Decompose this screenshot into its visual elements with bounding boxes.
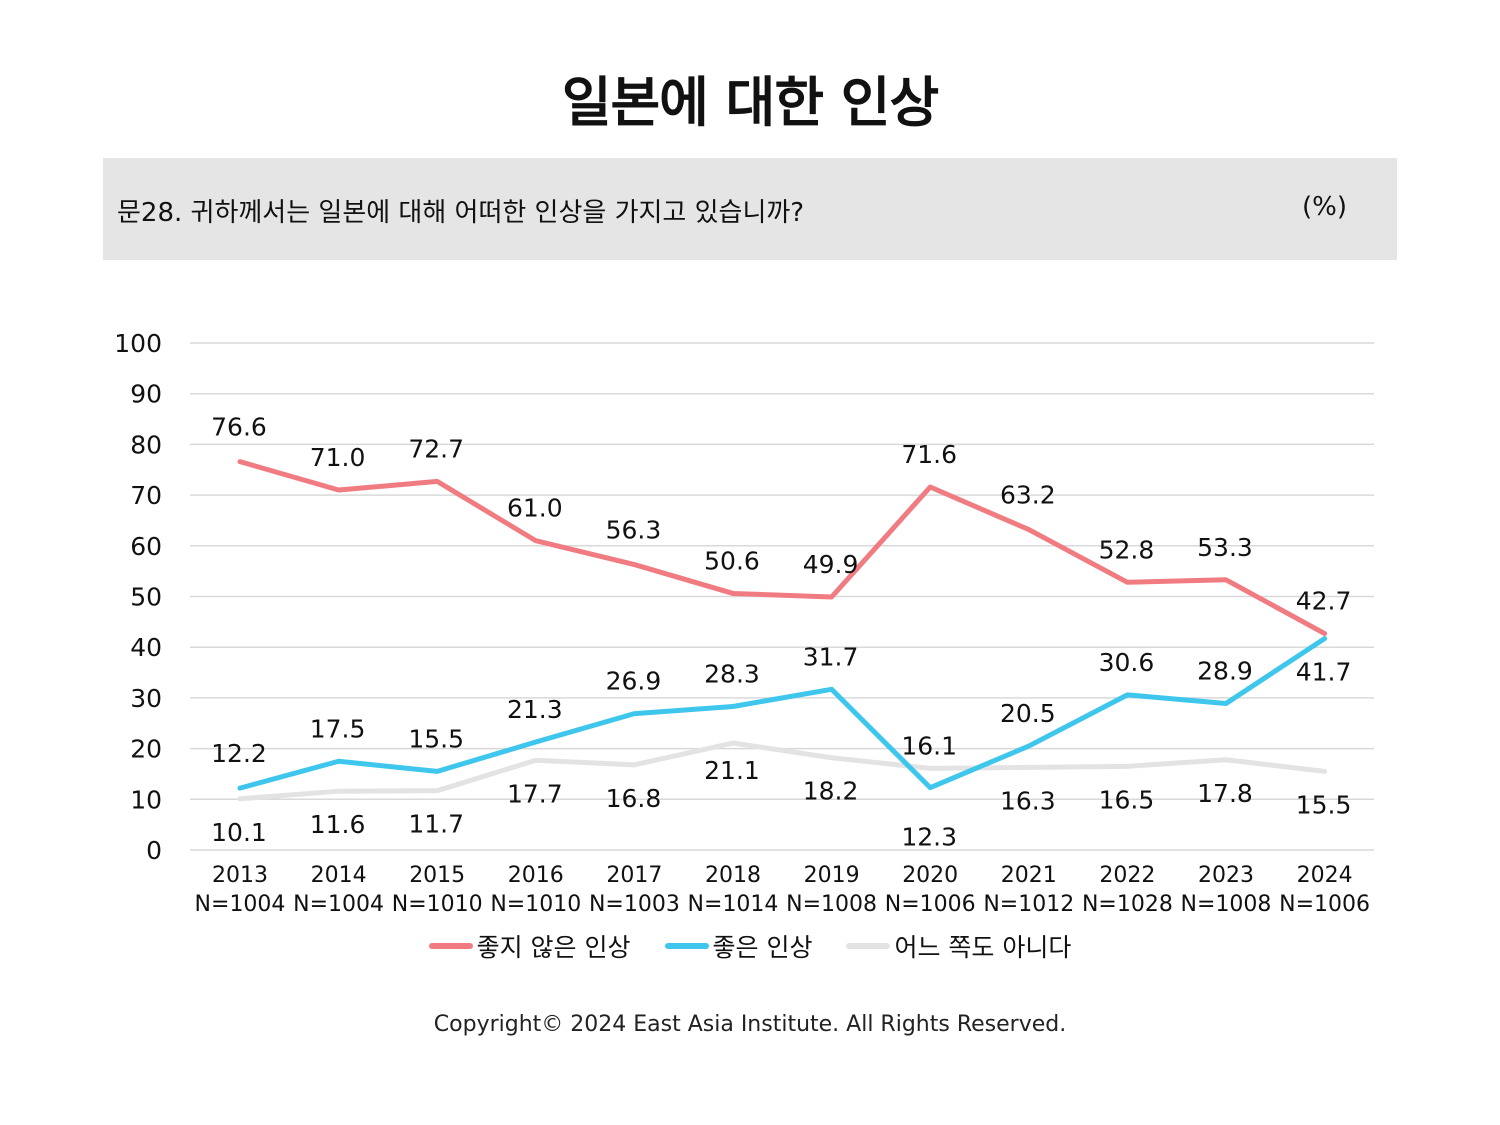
x-tick-sample-size: N=1012 <box>983 892 1074 917</box>
x-tick-sample-size: N=1014 <box>688 892 779 917</box>
unit-label: (%) <box>1302 192 1347 222</box>
data-label-positive: 12.3 <box>901 823 957 852</box>
y-tick-label: 40 <box>130 633 162 662</box>
legend-label-neutral: 어느 쪽도 아니다 <box>894 933 1072 962</box>
x-tick-sample-size: N=1006 <box>1279 892 1370 917</box>
question-box: 문28. 귀하께서는 일본에 대해 어떠한 인상을 가지고 있습니까? (%) <box>103 158 1397 260</box>
y-tick-label: 50 <box>130 583 162 612</box>
x-tick-label: 2024 <box>1297 863 1353 888</box>
y-tick-label: 60 <box>130 532 162 561</box>
data-label-positive: 31.7 <box>803 642 859 671</box>
data-label-negative: 52.8 <box>1099 535 1155 564</box>
data-label-negative: 63.2 <box>1000 481 1056 510</box>
x-tick-label: 2017 <box>606 863 662 888</box>
data-label-positive: 41.7 <box>1296 658 1352 687</box>
x-tick-label: 2019 <box>804 863 860 888</box>
x-tick-sample-size: N=1003 <box>589 892 680 917</box>
x-tick-sample-size: N=1010 <box>490 892 581 917</box>
legend-label-positive: 좋은 인상 <box>712 933 813 962</box>
legend-label-negative: 좋지 않은 인상 <box>476 933 631 962</box>
data-label-negative: 42.7 <box>1296 587 1352 616</box>
legend-swatch-neutral <box>846 943 891 949</box>
y-tick-label: 20 <box>130 735 162 764</box>
x-tick-sample-size: N=1008 <box>786 892 877 917</box>
data-label-neutral: 10.1 <box>211 818 267 847</box>
data-label-positive: 30.6 <box>1099 648 1155 677</box>
data-label-neutral: 16.3 <box>1000 786 1056 815</box>
data-label-negative: 61.0 <box>507 494 563 523</box>
data-label-negative: 50.6 <box>704 546 760 575</box>
copyright-notice: Copyright© 2024 East Asia Institute. All… <box>433 1012 1067 1037</box>
x-tick-sample-size: N=1004 <box>293 892 384 917</box>
y-tick-label: 0 <box>146 836 162 865</box>
legend-item-positive: 좋은 인상 <box>664 928 813 964</box>
legend-swatch-negative <box>428 943 473 949</box>
data-label-positive: 28.9 <box>1197 656 1253 685</box>
data-label-neutral: 17.7 <box>507 779 563 808</box>
question-text: 문28. 귀하께서는 일본에 대해 어떠한 인상을 가지고 있습니까? <box>117 198 805 228</box>
data-label-neutral: 17.8 <box>1197 779 1253 808</box>
data-label-negative: 49.9 <box>803 550 859 579</box>
x-tick-label: 2014 <box>311 863 367 888</box>
data-label-positive: 15.5 <box>408 724 464 753</box>
data-label-neutral: 11.6 <box>310 810 366 839</box>
x-tick-label: 2018 <box>705 863 761 888</box>
legend-swatch-positive <box>664 943 709 949</box>
series-line-positive <box>237 636 1328 791</box>
data-label-positive: 20.5 <box>1000 699 1056 728</box>
y-tick-label: 10 <box>130 785 162 814</box>
legend-item-neutral: 어느 쪽도 아니다 <box>846 928 1071 964</box>
x-tick-sample-size: N=1010 <box>392 892 483 917</box>
data-label-neutral: 21.1 <box>704 756 760 785</box>
data-label-neutral: 15.5 <box>1296 790 1352 819</box>
series-line-negative <box>237 459 1328 637</box>
x-tick-label: 2015 <box>409 863 465 888</box>
x-tick-label: 2016 <box>508 863 564 888</box>
data-label-neutral: 16.8 <box>606 784 662 813</box>
data-label-neutral: 18.2 <box>803 777 859 806</box>
y-tick-label: 70 <box>130 481 162 510</box>
x-tick-sample-size: N=1028 <box>1082 892 1173 917</box>
x-tick-label: 2020 <box>902 863 958 888</box>
y-tick-label: 30 <box>130 684 162 713</box>
legend-item-negative: 좋지 않은 인상 <box>428 928 631 964</box>
data-label-negative: 71.6 <box>901 440 957 469</box>
x-tick-sample-size: N=1008 <box>1181 892 1272 917</box>
chart-title: 일본에 대한 인상 <box>561 71 939 134</box>
data-label-positive: 12.2 <box>211 739 267 768</box>
data-label-neutral: 16.1 <box>901 731 957 760</box>
x-tick-sample-size: N=1004 <box>195 892 286 917</box>
x-tick-label: 2013 <box>212 863 268 888</box>
data-label-negative: 53.3 <box>1197 533 1253 562</box>
data-label-neutral: 11.7 <box>408 810 464 839</box>
x-tick-label: 2022 <box>1099 863 1155 888</box>
series-line-neutral <box>237 740 1328 802</box>
x-tick-label: 2021 <box>1001 863 1057 888</box>
chart-legend: 좋지 않은 인상 좋은 인상 어느 쪽도 아니다 <box>0 928 1500 964</box>
y-tick-label: 100 <box>114 329 162 358</box>
data-label-positive: 21.3 <box>507 695 563 724</box>
data-label-neutral: 16.5 <box>1099 785 1155 814</box>
data-label-negative: 72.7 <box>408 434 464 463</box>
x-tick-label: 2023 <box>1198 863 1254 888</box>
data-label-negative: 56.3 <box>606 516 662 545</box>
data-label-positive: 26.9 <box>606 667 662 696</box>
y-tick-label: 90 <box>130 380 162 409</box>
data-label-negative: 76.6 <box>211 413 267 442</box>
data-label-negative: 71.0 <box>310 443 366 472</box>
y-tick-label: 80 <box>130 430 162 459</box>
x-tick-sample-size: N=1006 <box>885 892 976 917</box>
data-label-positive: 17.5 <box>310 714 366 743</box>
data-label-positive: 28.3 <box>704 660 760 689</box>
